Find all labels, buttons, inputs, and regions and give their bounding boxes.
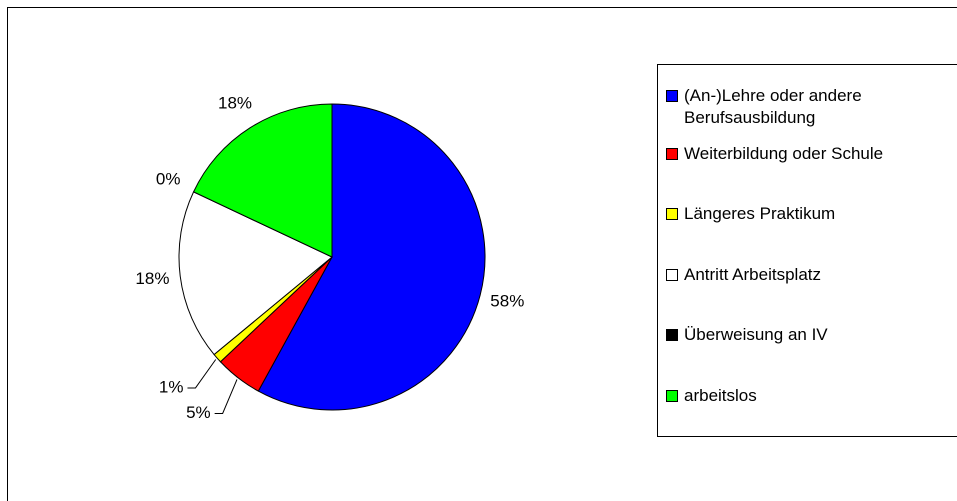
leader-line (187, 359, 217, 389)
legend-swatch (666, 208, 678, 220)
leader-line (214, 379, 238, 414)
data-label: 5% (186, 403, 211, 422)
legend-label: Längeres Praktikum (684, 204, 836, 223)
data-label: 18% (135, 269, 169, 288)
legend: (An-)Lehre oder andere Berufsausbildung W… (657, 64, 957, 437)
data-label: 18% (218, 94, 252, 113)
legend-swatch (666, 90, 678, 102)
chart-frame (7, 7, 957, 501)
legend-swatch (666, 390, 678, 402)
legend-swatch (666, 269, 678, 281)
legend-label: Überweisung an IV (684, 325, 828, 344)
legend-label: arbeitslos (684, 386, 757, 405)
pie-slice (257, 103, 486, 411)
legend-swatch (666, 329, 678, 341)
data-label: 1% (159, 377, 184, 396)
legend-label: (An-)Lehre oder andere Berufsausbildung (684, 86, 862, 127)
legend-swatch (666, 148, 678, 160)
pie-slice (192, 103, 333, 258)
data-label: 0% (156, 169, 181, 188)
legend-label: Antritt Arbeitsplatz (684, 265, 822, 284)
legend-label: Weiterbildung oder Schule (684, 144, 884, 163)
data-label: 58% (490, 291, 524, 310)
pie-slice (178, 191, 333, 356)
